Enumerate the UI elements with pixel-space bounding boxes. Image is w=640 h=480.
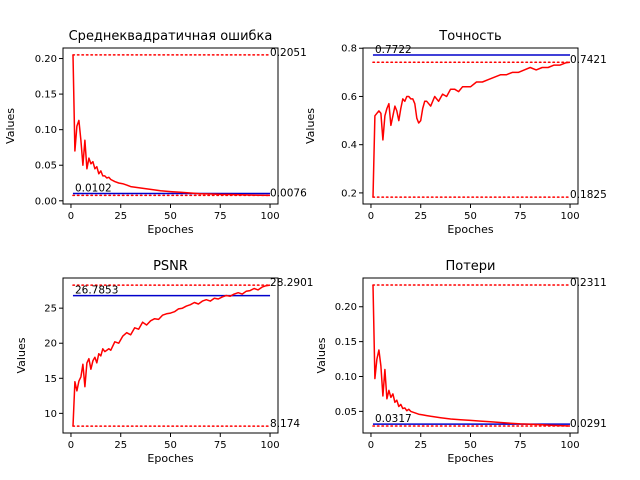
x-tick-label: 25 [414,211,427,222]
reference-label: 8.174 [270,418,300,430]
x-tick-label: 75 [214,211,227,222]
x-tick-label: 100 [560,211,579,222]
y-tick-label: 0.20 [35,54,57,65]
reference-label: 0.7421 [570,54,607,66]
series-line [372,61,571,198]
x-tick-label: 100 [260,440,279,451]
y-axis-label: Values [4,108,17,144]
reference-label: 26.7853 [75,285,118,297]
plot-area [63,278,278,433]
x-axis-label: Epoches [447,452,493,465]
chart-title: Точность [438,29,501,44]
series-line [72,284,271,427]
y-tick-label: 0.15 [335,337,357,348]
chart-title: PSNR [153,259,188,274]
x-axis-label: Epoches [447,223,493,236]
y-tick-label: 0.05 [335,407,357,418]
x-tick-label: 75 [514,440,527,451]
y-tick-label: 0.00 [35,196,57,207]
y-tick-label: 25 [44,304,57,315]
y-tick-label: 0.10 [35,125,57,136]
x-tick-label: 0 [368,440,374,451]
reference-label: 0.2311 [570,277,607,289]
x-tick-label: 50 [464,440,477,451]
chart-title: Потери [445,259,495,274]
x-tick-label: 50 [464,211,477,222]
y-axis-label: Values [304,108,317,144]
x-tick-label: 25 [114,440,127,451]
series-line [372,284,571,427]
x-tick-label: 0 [68,440,74,451]
x-tick-label: 100 [260,211,279,222]
x-axis-label: Epoches [147,452,193,465]
y-tick-label: 0.2 [341,188,357,199]
x-tick-label: 25 [114,211,127,222]
reference-label: 0.1825 [570,189,607,201]
series-line [72,54,271,197]
x-tick-label: 100 [560,440,579,451]
y-tick-label: 15 [44,374,57,385]
x-tick-label: 25 [414,440,427,451]
reference-label: 28.2901 [270,277,313,289]
y-tick-label: 0.8 [341,44,357,55]
y-axis-label: Values [315,337,328,373]
y-axis-label: Values [15,337,28,373]
reference-label: 0.0291 [570,418,607,430]
subplot-2: 0.7722 0.7421 0.1825 0 25 50 75 100 0.2 0.4 0.6 0.8… [304,29,607,236]
y-tick-label: 0.4 [341,140,357,151]
y-tick-label: 0.6 [341,92,357,103]
subplot-4: 0.2311 0.0317 0.0291 0 25 50 75 100 0.05 0.10 0.15… [315,259,607,465]
reference-label: 0.7722 [375,44,412,56]
y-tick-label: 10 [44,409,57,420]
reference-label: 0.0102 [75,183,112,195]
x-tick-label: 75 [514,211,527,222]
plot-area [363,48,578,204]
x-tick-label: 0 [68,211,74,222]
x-axis-label: Epoches [147,223,193,236]
plot-area [363,278,578,433]
y-tick-label: 20 [44,339,57,350]
y-tick-label: 0.20 [335,302,357,313]
y-tick-label: 0.05 [35,161,57,172]
x-tick-label: 0 [368,211,374,222]
reference-label: 0.0076 [270,187,307,199]
x-tick-label: 50 [164,211,177,222]
x-tick-label: 50 [164,440,177,451]
x-tick-label: 75 [214,440,227,451]
reference-label: 0.0317 [375,413,412,425]
y-tick-label: 0.15 [35,90,57,101]
y-tick-label: 0.10 [335,372,357,383]
chart-title: Среднеквадратичная ошибка [69,29,273,44]
plot-area [63,48,278,204]
subplot-3: 28.2901 26.7853 8.174 0 25 50 75 100 10 15 20 25 PSN… [15,259,313,465]
reference-label: 0.2051 [270,47,307,59]
subplot-1: 0.2051 0.0076 0.0102 0 25 50 75 100 0.00 0.05 0.10… [4,29,307,236]
